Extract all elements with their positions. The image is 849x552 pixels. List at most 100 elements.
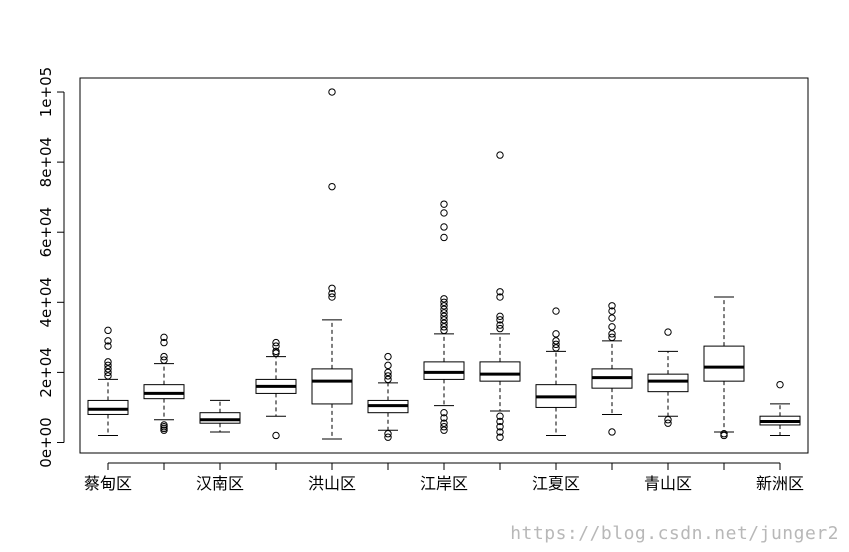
- box-6-outlier-2: [440, 419, 448, 427]
- box-6-outlier-15: [440, 233, 448, 242]
- plot-frame: [79, 77, 809, 454]
- box-7-outlier-1: [496, 428, 504, 436]
- box-6-outlier-5: [440, 326, 448, 335]
- box-6-outlier-3: [440, 414, 448, 422]
- box-7-outlier-2: [496, 423, 504, 431]
- box-5-outlier-0: [384, 433, 392, 441]
- box-8-outlier-4: [552, 307, 560, 315]
- box-5-outlier-6: [384, 352, 392, 361]
- box-9-outlier-4: [608, 314, 616, 322]
- box-7-outlier-5: [496, 324, 504, 333]
- box-9-outlier-6: [608, 302, 616, 310]
- box-0-outlier-4: [104, 358, 112, 366]
- y-tick-label-1: 2e+04: [37, 347, 55, 397]
- box-11-iqr: [703, 345, 745, 382]
- box-6-outlier-16: [440, 223, 448, 231]
- x-tick-label-8: 江夏区: [532, 474, 580, 493]
- box-5-outlier-2: [384, 375, 392, 384]
- box-4-outlier-3: [328, 182, 336, 191]
- box-5-outlier-4: [384, 368, 392, 377]
- box-4-outlier-1: [328, 289, 336, 298]
- box-7-outlier-6: [496, 321, 504, 329]
- box-10-outlier-0: [664, 419, 672, 427]
- box-1-outlier-5: [160, 352, 168, 361]
- box-0-outlier-1: [104, 368, 112, 377]
- box-6-outlier-17: [440, 209, 448, 217]
- box-3-outlier-4: [272, 338, 280, 347]
- box-1-outlier-7: [160, 333, 168, 342]
- box-8-outlier-3: [552, 330, 560, 338]
- box-7-outlier-7: [496, 316, 504, 324]
- box-7-outlier-8: [496, 312, 504, 321]
- box-0-outlier-7: [104, 326, 112, 335]
- x-tick-label-2: 汉南区: [196, 474, 244, 493]
- box-1-iqr: [143, 384, 185, 400]
- box-3-outlier-2: [272, 347, 280, 356]
- box-7-outlier-0: [496, 433, 504, 441]
- box-3-outlier-0: [272, 431, 280, 440]
- box-7-outlier-3: [496, 417, 504, 426]
- box-6-outlier-18: [440, 200, 448, 208]
- y-tick-label-3: 6e+04: [37, 207, 55, 257]
- box-7-iqr: [479, 361, 521, 382]
- box-8-outlier-0: [552, 344, 560, 352]
- box-0-outlier-5: [104, 342, 112, 350]
- box-3-outlier-3: [272, 342, 280, 350]
- box-6-outlier-7: [440, 319, 448, 328]
- box-10-outlier-2: [664, 328, 672, 336]
- x-tick-label-4: 洪山区: [308, 474, 356, 493]
- box-6-outlier-9: [440, 312, 448, 321]
- box-6-outlier-1: [440, 423, 448, 431]
- box-5-outlier-3: [384, 372, 392, 380]
- box-0-outlier-6: [104, 337, 112, 345]
- box-1-outlier-3: [160, 421, 168, 429]
- y-tick-label-2: 4e+04: [37, 277, 55, 327]
- box-9-outlier-1: [608, 333, 616, 342]
- box-6-outlier-12: [440, 302, 448, 310]
- box-0-outlier-2: [104, 365, 112, 373]
- box-9-outlier-2: [608, 330, 616, 338]
- box-8-outlier-1: [552, 340, 560, 349]
- x-tick-label-0: 蔡甸区: [84, 474, 132, 493]
- box-0-iqr: [87, 399, 129, 415]
- box-4-outlier-4: [328, 88, 336, 96]
- box-4-outlier-0: [328, 293, 336, 301]
- box-8-outlier-2: [552, 337, 560, 345]
- box-6-outlier-0: [440, 426, 448, 434]
- box-6-outlier-8: [440, 316, 448, 324]
- box-6-outlier-6: [440, 323, 448, 331]
- x-tick-label-12: 新洲区: [756, 474, 804, 493]
- y-tick-label-5: 1e+05: [37, 67, 55, 117]
- box-10-iqr: [647, 373, 689, 393]
- box-9-outlier-0: [608, 428, 616, 436]
- box-11-outlier-1: [720, 430, 728, 438]
- box-1-outlier-6: [160, 338, 168, 347]
- box-9-outlier-3: [608, 323, 616, 331]
- box-0-outlier-3: [104, 361, 112, 370]
- plot-area: 0e+00 2e+04 4e+04 6e+04 8e+04 1e+05 蔡甸区 汉南区 洪山区 江…: [37, 67, 809, 493]
- box-4-outlier-2: [328, 284, 336, 292]
- box-6-outlier-14: [440, 295, 448, 303]
- box-6-outlier-13: [440, 298, 448, 306]
- x-tick-label-6: 江岸区: [420, 474, 468, 493]
- box-7-outlier-4: [496, 412, 504, 420]
- box-4-iqr: [311, 368, 353, 405]
- box-0-outlier-0: [104, 372, 112, 380]
- box-6-iqr: [423, 361, 465, 380]
- box-6-outlier-10: [440, 309, 448, 317]
- box-7-outlier-10: [496, 288, 504, 296]
- x-tick-label-10: 青山区: [644, 474, 692, 493]
- watermark-text: https://blog.csdn.net/junger2: [510, 523, 839, 544]
- box-5-outlier-1: [384, 430, 392, 438]
- box-6-outlier-4: [440, 408, 448, 417]
- box-12-outlier-0: [776, 380, 784, 389]
- box-7-outlier-9: [496, 293, 504, 301]
- y-tick-label-4: 8e+04: [37, 137, 55, 187]
- box-10-outlier-1: [664, 416, 672, 424]
- box-5-outlier-5: [384, 361, 392, 370]
- box-2-iqr: [199, 412, 241, 424]
- box-9-outlier-5: [608, 307, 616, 315]
- box-6-outlier-11: [440, 305, 448, 314]
- box-1-outlier-4: [160, 356, 168, 364]
